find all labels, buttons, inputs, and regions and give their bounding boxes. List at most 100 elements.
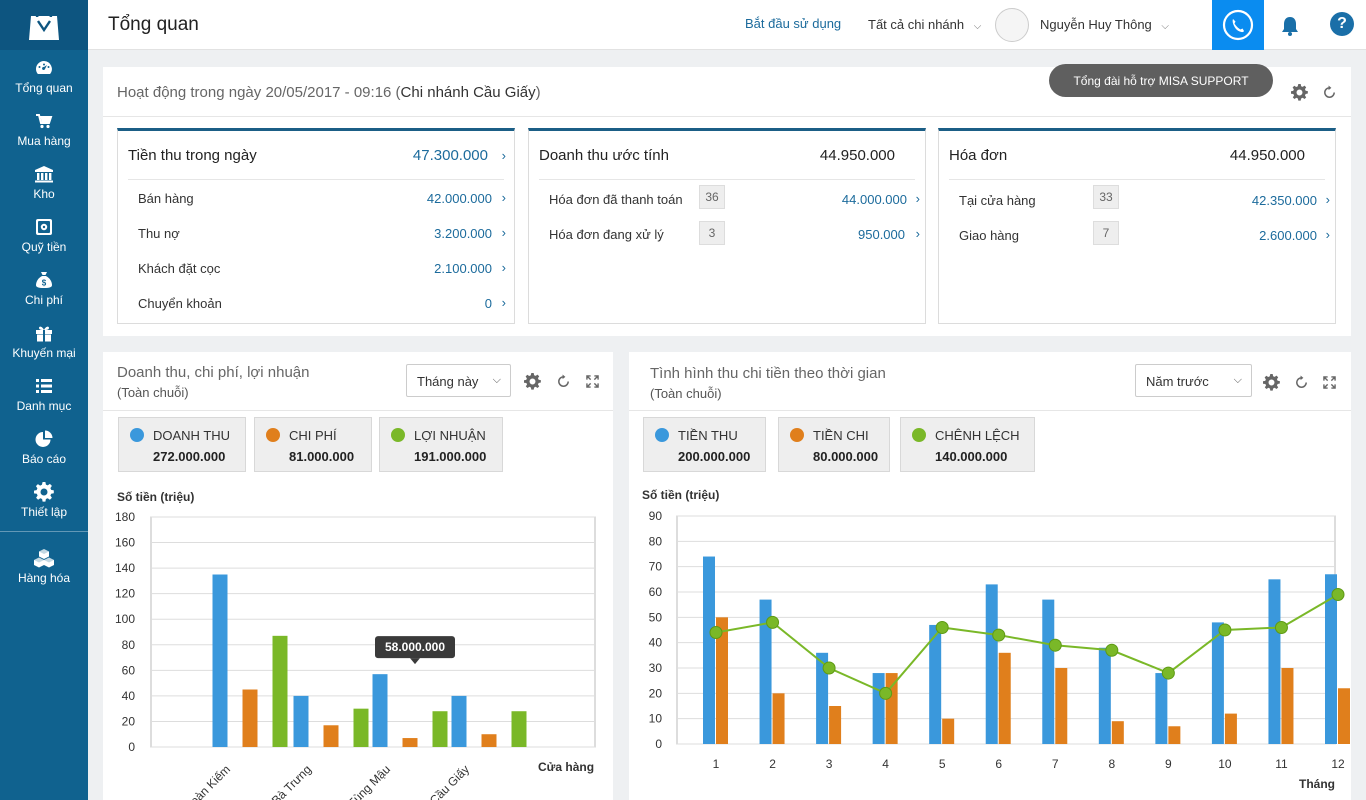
y-tick-label: 40 <box>122 689 136 703</box>
bar-income <box>703 556 715 744</box>
row-sales-value[interactable]: 42.000.000 <box>426 191 492 206</box>
y-tick-label: 160 <box>115 536 135 550</box>
chevron-right-icon[interactable]: › <box>915 191 920 206</box>
x-tick-label: Hoàn Kiếm <box>181 762 233 800</box>
sidebar-divider <box>0 531 88 532</box>
period-select[interactable]: Tháng này ⌵ <box>406 364 511 397</box>
row-processing-invoices-value[interactable]: 950.000 <box>858 227 905 242</box>
sidebar-item-expense[interactable]: $ Chi phí <box>0 262 88 315</box>
chevron-right-icon[interactable]: › <box>501 295 506 310</box>
pie-chart-icon <box>35 430 53 447</box>
user-avatar[interactable] <box>995 8 1029 42</box>
difference-point <box>1274 620 1288 634</box>
legend-income[interactable]: TIỀN THU 200.000.000 <box>643 417 766 472</box>
bar-expense <box>1338 688 1350 744</box>
legend-difference[interactable]: CHÊNH LỆCH 140.000.000 <box>900 417 1035 472</box>
activity-title-branch[interactable]: Chi nhánh Cầu Giấy <box>400 84 536 101</box>
bar-expense <box>1281 668 1294 744</box>
bar-chi-phí <box>323 725 339 747</box>
x-tick-label: Tùng Mậu <box>345 762 393 800</box>
expand-button[interactable] <box>583 372 601 390</box>
settings-button[interactable] <box>1262 373 1280 391</box>
gear-icon <box>1290 83 1308 101</box>
chevron-right-icon[interactable]: › <box>1325 227 1330 242</box>
settings-button[interactable] <box>1290 83 1308 101</box>
get-started-link[interactable]: Bắt đầu sử dụng <box>745 16 842 31</box>
legend-profit[interactable]: LỢI NHUẬN 191.000.000 <box>379 417 503 472</box>
legend-expense[interactable]: TIỀN CHI 80.000.000 <box>778 417 890 472</box>
processing-invoices-count: 3 <box>699 221 725 245</box>
refresh-button[interactable] <box>554 372 572 390</box>
sidebar-item-settings[interactable]: Thiết lập <box>0 474 88 527</box>
sidebar-item-report[interactable]: Báo cáo <box>0 421 88 474</box>
notification-button[interactable] <box>1276 12 1304 40</box>
sidebar-item-promotion[interactable]: Khuyến mại <box>0 315 88 368</box>
divider <box>539 179 915 180</box>
bar-chi-phí <box>402 738 418 747</box>
card-total[interactable]: 47.300.000 <box>412 147 488 164</box>
chevron-right-icon[interactable]: › <box>1325 192 1330 207</box>
refresh-button[interactable] <box>1320 83 1338 101</box>
period-select-value: Tháng này <box>417 374 479 389</box>
row-in-store-value[interactable]: 42.350.000 <box>1251 193 1317 208</box>
support-phone-button[interactable] <box>1212 0 1264 50</box>
divider <box>103 116 1351 117</box>
x-tick-label: 7 <box>1052 757 1059 771</box>
branch-select[interactable]: Tất cả chi nhánh ⌵ <box>868 17 981 32</box>
row-deposit-label: Khách đặt cọc <box>138 261 221 276</box>
bar-expense <box>716 617 728 744</box>
sidebar-item-catalog[interactable]: Danh mục <box>0 368 88 421</box>
chevron-right-icon[interactable]: › <box>501 225 506 240</box>
y-tick-label: 120 <box>115 587 135 601</box>
row-debt-value[interactable]: 3.200.000 <box>434 226 492 241</box>
panel-title: Tình hình thu chi tiền theo thời gian <box>650 365 886 382</box>
difference-line <box>715 593 1339 695</box>
bar-income <box>759 599 772 744</box>
row-deposit-value[interactable]: 2.100.000 <box>434 261 492 276</box>
settings-button[interactable] <box>523 372 541 390</box>
expand-icon <box>585 374 599 388</box>
refresh-icon <box>1323 84 1335 98</box>
chevron-right-icon[interactable]: › <box>915 226 920 241</box>
y-tick-label: 60 <box>122 663 136 677</box>
activity-title: Hoạt động trong ngày 20/05/2017 - 09:16 … <box>117 84 541 101</box>
user-menu[interactable]: Nguyễn Huy Thông ⌵ <box>1040 17 1169 32</box>
sidebar-item-purchase[interactable]: Mua hàng <box>0 103 88 156</box>
row-transfer-value[interactable]: 0 <box>484 296 492 311</box>
row-paid-invoices-value[interactable]: 44.000.000 <box>841 192 907 207</box>
bar-chi-phí <box>481 734 497 747</box>
x-tick-label: 11 <box>1275 757 1288 771</box>
legend-value: 200.000.000 <box>678 449 751 464</box>
y-tick-label: 90 <box>649 509 663 523</box>
app-logo[interactable] <box>0 0 88 50</box>
refresh-button[interactable] <box>1292 373 1310 391</box>
chevron-right-icon[interactable]: › <box>501 190 506 205</box>
boxes-icon <box>34 548 54 567</box>
chevron-down-icon: ⌵ <box>1161 21 1169 32</box>
sidebar-item-products[interactable]: Hàng hóa <box>0 536 88 596</box>
sidebar-item-label: Hàng hóa <box>17 570 71 585</box>
legend-name: CHI PHÍ <box>289 428 337 443</box>
bar-income <box>1211 622 1224 744</box>
x-tick-label: 9 <box>1165 757 1172 771</box>
bar-income <box>929 624 942 744</box>
help-icon[interactable]: ? <box>1330 12 1354 36</box>
cart-icon <box>36 114 53 129</box>
sidebar-item-label: Báo cáo <box>21 452 67 466</box>
support-tooltip: Tổng đài hỗ trợ MISA SUPPORT <box>1049 64 1273 97</box>
y-axis-title: Số tiền (triệu) <box>642 488 720 502</box>
sidebar-item-cash-fund[interactable]: Quỹ tiền <box>0 209 88 262</box>
row-debt-label: Thu nợ <box>138 226 180 241</box>
row-delivery-value[interactable]: 2.600.000 <box>1259 228 1317 243</box>
bar-expense <box>1224 713 1237 744</box>
x-tick-label: 10 <box>1218 757 1232 771</box>
sidebar-item-warehouse[interactable]: Kho <box>0 156 88 209</box>
chevron-right-icon[interactable]: › <box>501 148 506 163</box>
chevron-right-icon[interactable]: › <box>501 260 506 275</box>
legend-cost[interactable]: CHI PHÍ 81.000.000 <box>254 417 372 472</box>
legend-revenue[interactable]: DOANH THU 272.000.000 <box>118 417 246 472</box>
period-select[interactable]: Năm trước ⌵ <box>1135 364 1252 397</box>
sidebar-item-overview[interactable]: Tổng quan <box>0 50 88 103</box>
expand-button[interactable] <box>1320 373 1338 391</box>
